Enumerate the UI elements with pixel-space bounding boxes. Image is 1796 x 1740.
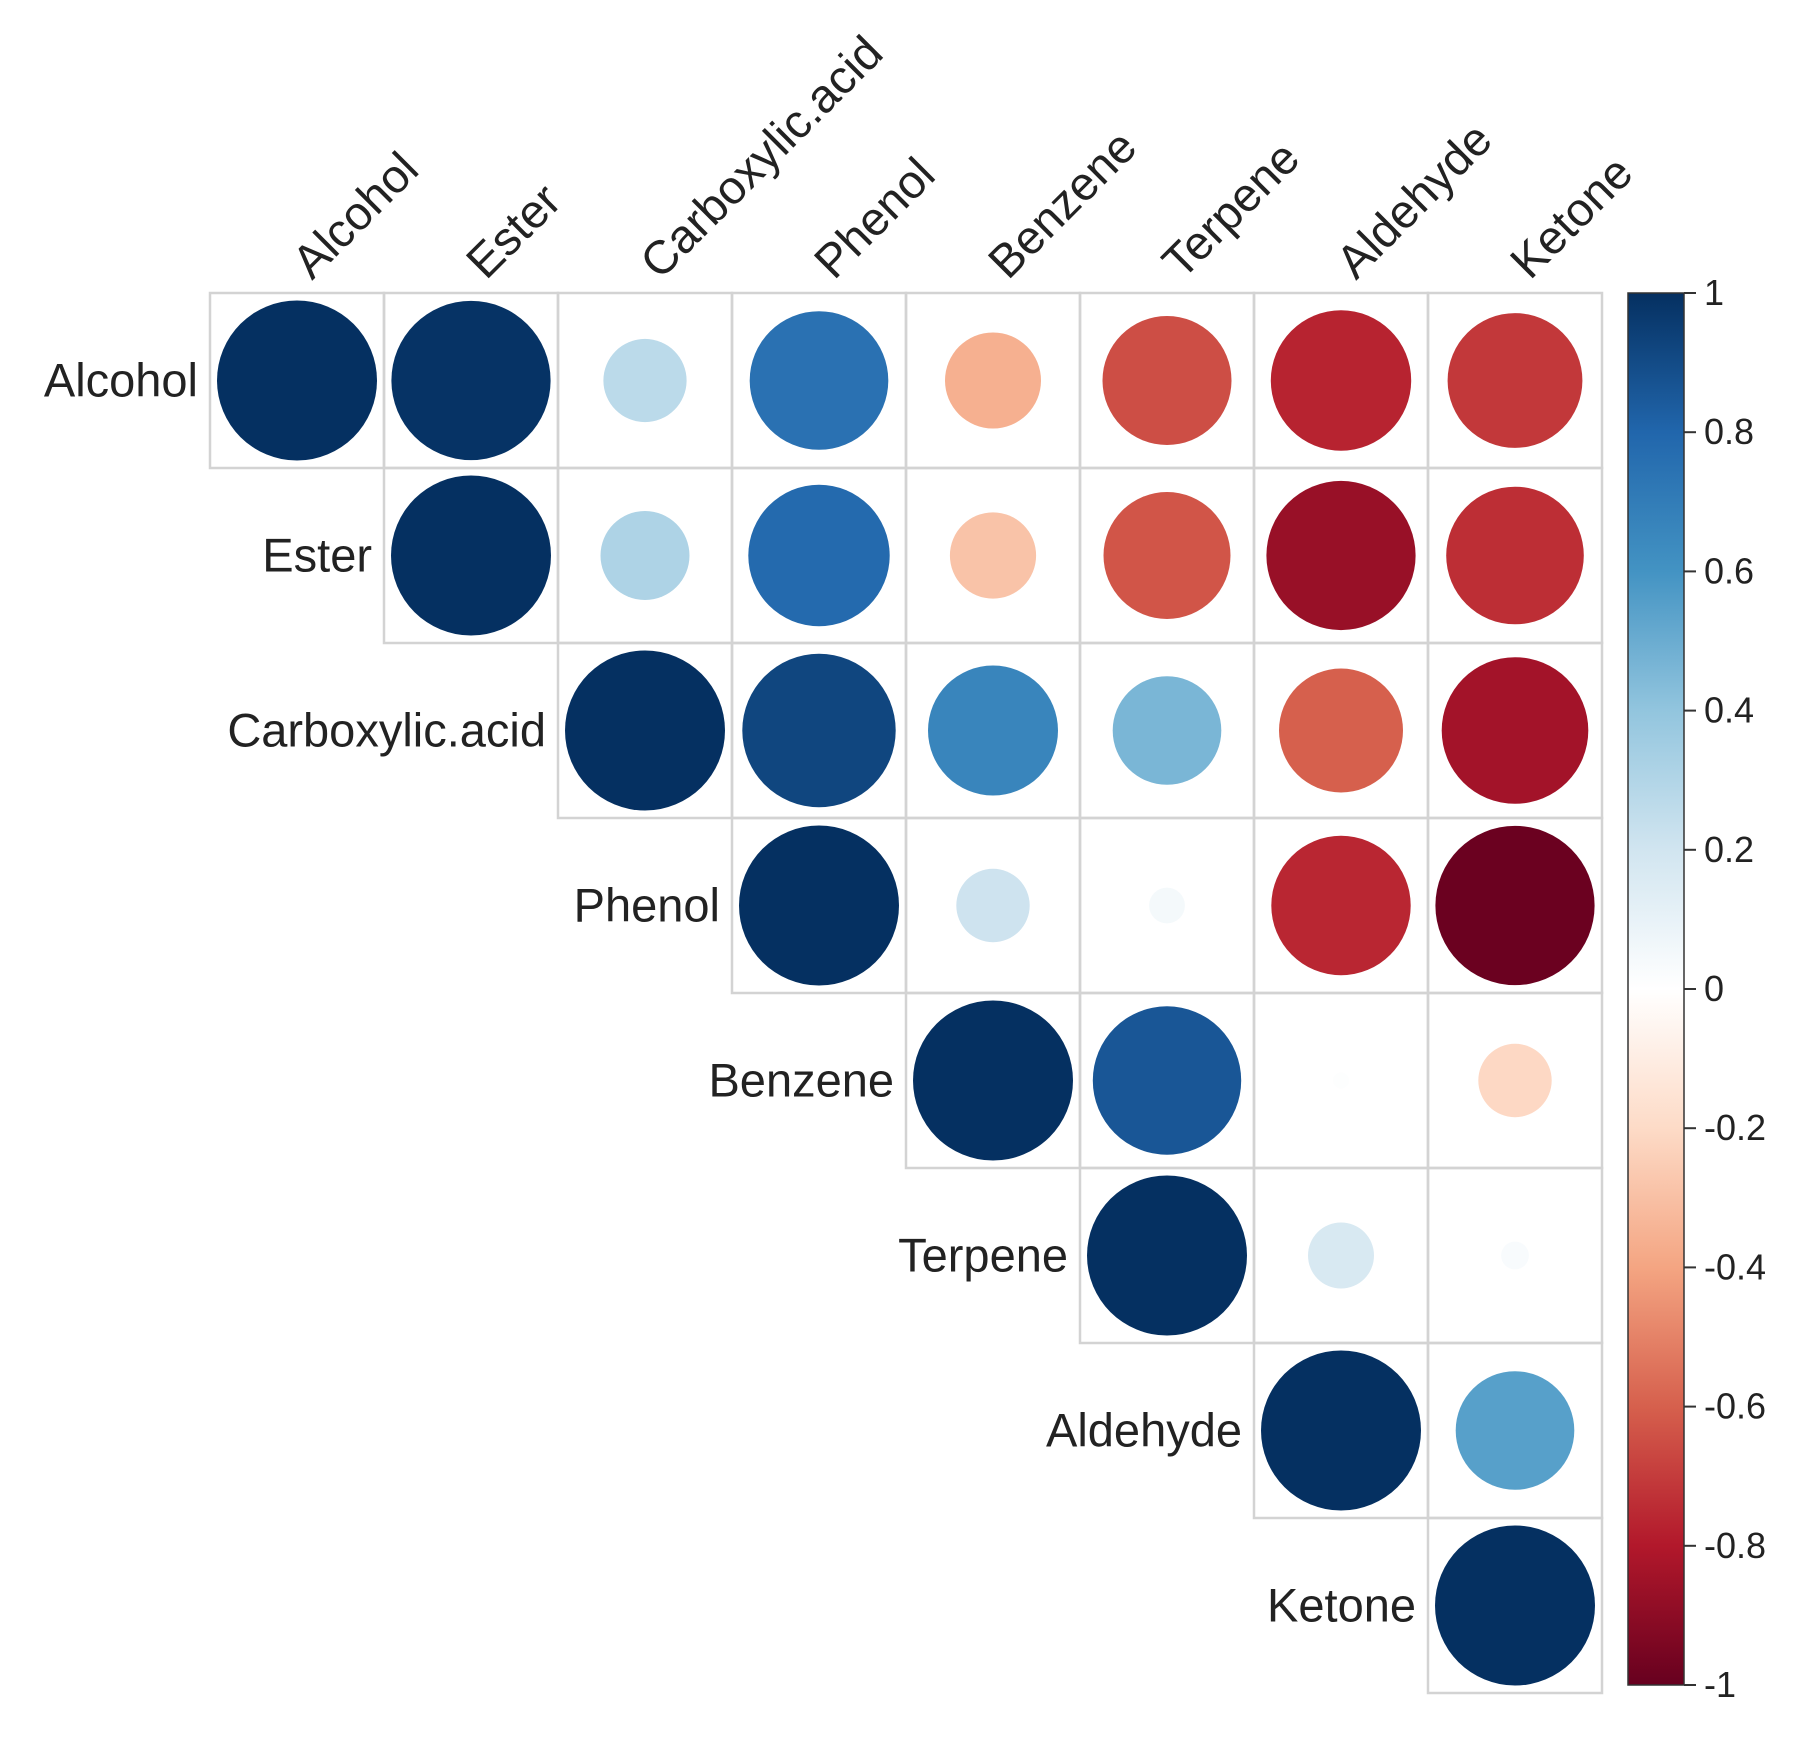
corr-circle-carboxylic-acid-ketone bbox=[1441, 657, 1589, 804]
colorbar-tick-label: 0.2 bbox=[1704, 829, 1754, 870]
colorbar-tick-label: -0.8 bbox=[1704, 1525, 1766, 1566]
corr-circle-carboxylic-acid-phenol bbox=[742, 653, 896, 808]
colorbar-tick-label: 0 bbox=[1704, 968, 1724, 1009]
corr-circle-phenol-benzene bbox=[956, 868, 1030, 943]
colorbar-tick-label: -1 bbox=[1704, 1664, 1736, 1705]
corr-circle-alcohol-phenol bbox=[749, 311, 889, 450]
colorbar-tick-label: 0.6 bbox=[1704, 550, 1754, 591]
column-label-benzene: Benzene bbox=[978, 119, 1147, 288]
column-label-ester: Ester bbox=[456, 173, 571, 288]
corr-circle-terpene-terpene bbox=[1087, 1175, 1247, 1336]
corr-circle-ester-aldehyde bbox=[1266, 480, 1416, 631]
row-label-benzene: Benzene bbox=[708, 1054, 894, 1107]
corr-circle-ester-terpene bbox=[1103, 492, 1231, 619]
corr-circle-benzene-terpene bbox=[1092, 1006, 1242, 1155]
row-label-ketone: Ketone bbox=[1267, 1579, 1416, 1632]
corr-circle-alcohol-terpene bbox=[1102, 316, 1232, 445]
corr-circle-alcohol-alcohol bbox=[217, 300, 377, 461]
corr-circle-ester-ketone bbox=[1446, 486, 1584, 625]
row-label-aldehyde: Aldehyde bbox=[1046, 1404, 1242, 1457]
corr-circle-benzene-ketone bbox=[1478, 1043, 1552, 1118]
colorbar-tick-label: 0.4 bbox=[1704, 690, 1754, 731]
cell-border bbox=[1426, 1516, 1604, 1695]
corr-circle-alcohol-ester bbox=[391, 300, 551, 461]
corr-circle-benzene-aldehyde bbox=[1333, 1072, 1349, 1089]
corr-circle-ester-benzene bbox=[949, 512, 1037, 599]
corr-circle-aldehyde-ketone bbox=[1455, 1371, 1575, 1490]
corr-circle-phenol-ketone bbox=[1435, 825, 1595, 986]
corr-circle-phenol-aldehyde bbox=[1271, 835, 1411, 976]
corr-circle-carboxylic-acid-carboxylic-acid bbox=[565, 650, 725, 811]
corr-circle-aldehyde-aldehyde bbox=[1261, 1350, 1421, 1511]
row-label-phenol: Phenol bbox=[574, 879, 720, 932]
colorbar-tick-label: -0.2 bbox=[1704, 1107, 1766, 1148]
corr-circle-terpene-ketone bbox=[1501, 1241, 1529, 1270]
row-label-terpene: Terpene bbox=[898, 1229, 1068, 1282]
colorbar-ticks: 1 0.8 0.6 0.4 0.2 0 -0.2 -0.4 -0.6 -0.8 -1 bbox=[1684, 272, 1766, 1705]
column-label-aldehyde: Aldehyde bbox=[1326, 112, 1502, 288]
colorbar-tick-label: 0.8 bbox=[1704, 411, 1754, 452]
row-label-carboxylic-acid: Carboxylic.acid bbox=[227, 704, 546, 757]
row-label-alcohol: Alcohol bbox=[44, 354, 198, 407]
column-label-ketone: Ketone bbox=[1500, 145, 1643, 288]
corr-circle-phenol-terpene bbox=[1149, 887, 1185, 924]
corr-circle-carboxylic-acid-terpene bbox=[1112, 676, 1222, 785]
corr-circle-alcohol-benzene bbox=[945, 332, 1041, 429]
colorbar-tick-label: 1 bbox=[1704, 272, 1724, 313]
corr-circle-alcohol-aldehyde bbox=[1270, 310, 1412, 451]
corr-circle-ester-carboxylic-acid bbox=[600, 511, 690, 600]
column-label-terpene: Terpene bbox=[1152, 130, 1310, 288]
corr-circle-carboxylic-acid-benzene bbox=[928, 665, 1058, 796]
corr-circle-ketone-ketone bbox=[1435, 1525, 1595, 1686]
corr-circle-ester-ester bbox=[391, 475, 551, 636]
colorbar-tick-label: -0.4 bbox=[1704, 1246, 1766, 1287]
corr-circle-alcohol-carboxylic-acid bbox=[603, 338, 687, 423]
column-label-alcohol: Alcohol bbox=[282, 142, 428, 288]
corr-circle-carboxylic-acid-aldehyde bbox=[1279, 668, 1403, 793]
colorbar-tick-label: -0.6 bbox=[1704, 1386, 1766, 1427]
row-label-ester: Ester bbox=[262, 529, 372, 582]
corr-circle-terpene-aldehyde bbox=[1308, 1222, 1374, 1289]
corr-circle-alcohol-ketone bbox=[1447, 313, 1583, 448]
row-labels: Alcohol Ester Carboxylic.acid Phenol Benzene… bbox=[44, 354, 1416, 1632]
colorbar-gradient bbox=[1627, 292, 1685, 1686]
corr-circle-phenol-phenol bbox=[739, 825, 899, 986]
corr-circle-ester-phenol bbox=[748, 484, 890, 627]
corr-circle-benzene-benzene bbox=[913, 1000, 1073, 1161]
correlation-cells bbox=[208, 291, 1604, 1695]
colorbar: 1 0.8 0.6 0.4 0.2 0 -0.2 -0.4 -0.6 -0.8 -1 bbox=[1627, 272, 1766, 1705]
column-label-phenol: Phenol bbox=[804, 147, 945, 288]
